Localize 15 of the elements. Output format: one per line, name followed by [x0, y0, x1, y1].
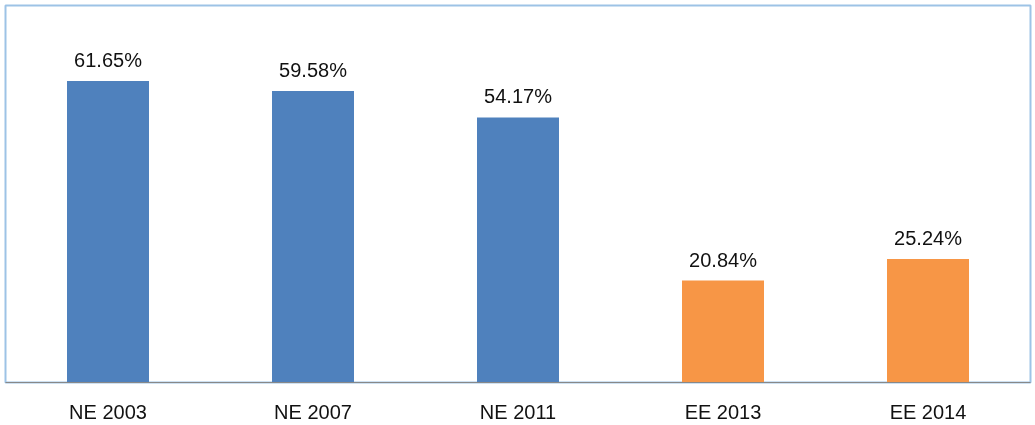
data-label: 54.17%: [484, 85, 553, 108]
x-tick-label: EE 2014: [889, 400, 967, 423]
x-tick-label: NE 2007: [274, 400, 352, 423]
data-label: 25.24%: [894, 227, 963, 250]
bar: [682, 280, 764, 383]
x-tick-label: NE 2011: [479, 400, 557, 423]
bar: [272, 91, 354, 383]
x-tick-label: NE 2003: [69, 400, 147, 423]
bar: [67, 80, 149, 383]
x-tick-label: EE 2013: [684, 400, 762, 423]
data-label: 59.58%: [279, 59, 348, 82]
bar: [477, 117, 559, 383]
data-label: 20.84%: [689, 248, 758, 271]
bar: [887, 259, 969, 383]
data-label: 61.65%: [74, 48, 143, 71]
